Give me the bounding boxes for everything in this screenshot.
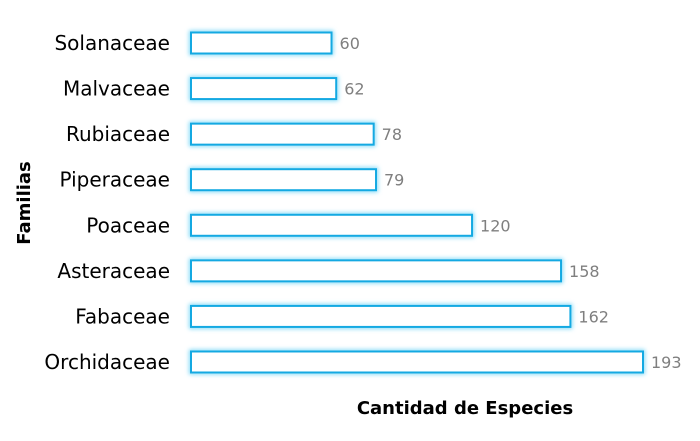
bar [190,77,338,101]
category-label: Malvaceae [63,77,170,101]
bar [190,168,378,192]
value-label: 120 [480,216,511,235]
bar [190,31,333,55]
bar [190,122,375,146]
value-label: 60 [340,34,360,53]
category-label: Asteraceae [57,259,170,283]
value-label: 193 [651,353,682,372]
category-label: Piperaceae [59,168,170,192]
bars-layer: Solanaceae 60 Malvaceae 62 Rubiaceae 78 Pipera… [44,30,682,375]
value-label: 162 [578,307,609,326]
bar [190,304,572,328]
category-label: Orchidaceae [44,350,170,374]
value-label: 158 [569,262,600,281]
x-axis-title: Cantidad de Especies [357,398,573,419]
category-label: Rubiaceae [66,122,170,146]
bar [190,213,474,237]
y-axis-title: Familias [14,161,35,245]
value-label: 62 [344,80,364,99]
value-label: 79 [384,171,404,190]
bar [190,259,563,283]
category-label: Poaceae [86,213,170,237]
category-label: Fabaceae [75,304,170,328]
bar [190,350,644,374]
value-label: 78 [382,125,402,144]
category-label: Solanaceae [54,31,170,55]
